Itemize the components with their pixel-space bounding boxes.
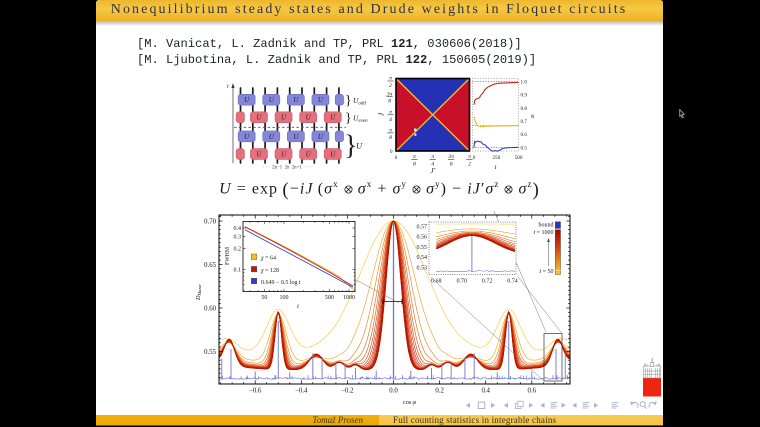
svg-text:0.72: 0.72	[482, 279, 493, 285]
svg-text:8: 8	[413, 162, 416, 168]
svg-text:8: 8	[388, 99, 391, 105]
svg-text:χ = 64: χ = 64	[260, 256, 276, 262]
svg-text:3π: 3π	[447, 154, 454, 160]
svg-text:π: π	[389, 76, 392, 82]
svg-text:0.70: 0.70	[204, 218, 216, 225]
svg-text:cos φ: cos φ	[403, 399, 417, 406]
svg-text:U: U	[256, 114, 262, 122]
svg-text:4: 4	[431, 162, 434, 168]
svg-text:J′: J′	[430, 166, 435, 175]
svg-text:t = 1000: t = 1000	[533, 230, 553, 236]
svg-text:0.7: 0.7	[521, 119, 528, 125]
svg-text:}: }	[345, 94, 352, 109]
svg-text:U: U	[356, 141, 363, 151]
svg-text:π: π	[389, 110, 392, 116]
svg-text:U: U	[330, 114, 336, 122]
svg-text:0.4: 0.4	[234, 226, 242, 232]
svg-text:U: U	[256, 150, 262, 158]
svg-text:U: U	[281, 114, 287, 122]
svg-text:DMazur: DMazur	[195, 284, 202, 301]
svg-text:250: 250	[492, 155, 500, 161]
svg-text:U: U	[330, 150, 336, 158]
svg-text:−0.4: −0.4	[295, 388, 308, 395]
svg-text:U: U	[306, 150, 312, 158]
svg-text:bound: bound	[539, 223, 554, 229]
svg-text:π: π	[389, 128, 392, 134]
svg-text:−0.6: −0.6	[249, 388, 262, 395]
svg-text:0.2: 0.2	[435, 388, 444, 395]
svg-text:4: 4	[389, 117, 392, 123]
svg-text:2: 2	[468, 162, 471, 168]
svg-text:U: U	[281, 150, 287, 158]
svg-text:U: U	[306, 114, 312, 122]
svg-text:2: 2	[389, 83, 392, 89]
svg-text:t: t	[227, 84, 229, 90]
svg-text:FWHM: FWHM	[225, 247, 231, 265]
svg-text:U: U	[318, 133, 324, 141]
svg-text:0.65: 0.65	[204, 262, 216, 269]
svg-text:0.56: 0.56	[417, 235, 428, 241]
svg-text:−0.2: −0.2	[341, 388, 354, 395]
svg-text:0: 0	[390, 150, 393, 155]
svg-text:π: π	[468, 154, 471, 160]
svg-text:α: α	[529, 115, 536, 119]
svg-text:J: J	[377, 112, 386, 116]
svg-text:t: t	[297, 303, 299, 310]
svg-text:0: 0	[473, 155, 476, 161]
svg-text:χ = 128: χ = 128	[260, 268, 279, 274]
svg-text:Ueven: Ueven	[353, 114, 368, 125]
svg-text:0.53: 0.53	[417, 266, 428, 272]
svg-text:0.55: 0.55	[204, 349, 216, 356]
svg-text:0.68: 0.68	[431, 279, 442, 285]
svg-text:0.5: 0.5	[521, 145, 528, 151]
svg-text:500: 500	[515, 155, 523, 161]
svg-text:}: }	[345, 111, 352, 126]
svg-text:U: U	[293, 133, 299, 141]
svg-text:}: }	[344, 131, 357, 162]
svg-text:0: 0	[395, 156, 398, 161]
svg-text:0.57: 0.57	[417, 224, 428, 230]
svg-text:8: 8	[389, 135, 392, 141]
svg-text:0.6: 0.6	[528, 388, 537, 395]
svg-text:1000: 1000	[343, 295, 355, 301]
svg-text:0.649 − 0.5 log t: 0.649 − 0.5 log t	[261, 280, 301, 286]
svg-text:0.0: 0.0	[389, 388, 398, 395]
svg-text:· · · 2n−1 2n 2n+1 · · ·: · · · 2n−1 2n 2n+1 · · ·	[263, 166, 312, 171]
svg-text:0.6: 0.6	[521, 132, 528, 138]
svg-text:U: U	[318, 96, 324, 104]
svg-text:t = 50: t = 50	[539, 269, 553, 275]
svg-text:0.9: 0.9	[521, 93, 528, 99]
svg-text:0.4: 0.4	[481, 388, 490, 395]
svg-text:0.70: 0.70	[456, 279, 467, 285]
svg-text:U: U	[244, 133, 250, 141]
svg-text:0.8: 0.8	[521, 106, 528, 112]
svg-text:U: U	[244, 96, 250, 104]
svg-text:3π: 3π	[386, 91, 393, 97]
svg-text:π: π	[413, 154, 416, 160]
svg-text:1.0: 1.0	[521, 79, 528, 85]
svg-text:0.54: 0.54	[417, 255, 428, 261]
svg-text:U: U	[269, 133, 275, 141]
svg-text:Uodd: Uodd	[353, 96, 366, 107]
svg-text:0.74: 0.74	[507, 279, 518, 285]
svg-text:0.60: 0.60	[204, 305, 216, 312]
svg-text:0.3: 0.3	[234, 235, 242, 241]
svg-text:U: U	[269, 96, 275, 104]
svg-text:π: π	[431, 154, 434, 160]
svg-text:t: t	[495, 164, 497, 171]
svg-text:8: 8	[450, 162, 453, 168]
svg-text:50: 50	[261, 295, 267, 301]
svg-text:0.2: 0.2	[234, 247, 242, 253]
svg-text:500: 500	[325, 295, 334, 301]
svg-text:0.1: 0.1	[234, 267, 242, 273]
svg-text:100: 100	[280, 295, 289, 301]
svg-text:0.55: 0.55	[417, 245, 428, 251]
svg-text:U: U	[293, 96, 299, 104]
